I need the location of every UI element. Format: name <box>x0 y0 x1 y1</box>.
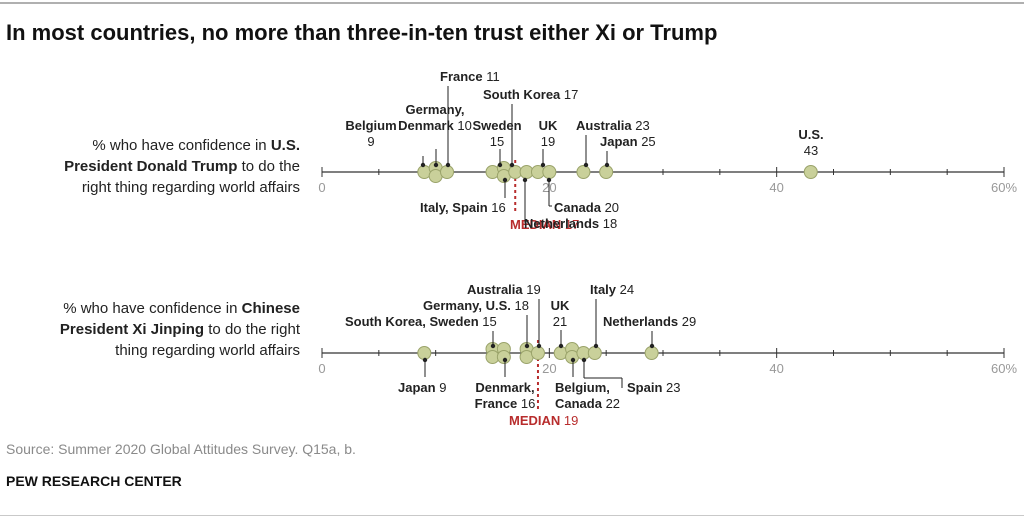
data-point <box>644 346 659 360</box>
data-label: France 16 <box>475 396 536 411</box>
source-note: Source: Summer 2020 Global Attitudes Sur… <box>6 441 356 457</box>
data-label: Belgium, <box>555 380 610 395</box>
data-point <box>530 346 545 360</box>
data-label: Australia 19 <box>467 282 541 297</box>
data-point <box>440 165 455 179</box>
data-label: Italy, Spain 16 <box>420 200 506 215</box>
data-label: Denmark 10 <box>398 118 472 133</box>
x-tick-label: 0 <box>318 180 325 195</box>
leader-tip <box>497 162 503 168</box>
median-label: MEDIAN 19 <box>509 413 578 428</box>
row-label-line: President Xi Jinping to do the right <box>59 321 300 338</box>
leader-tip <box>433 162 439 168</box>
row-label-line: % who have confidence in Chinese <box>63 300 300 317</box>
row-label-trump: % who have confidence in U.S. President … <box>10 135 300 198</box>
data-label: Italy 24 <box>590 282 634 297</box>
x-tick-label: 40 <box>769 361 783 376</box>
top-rule <box>0 2 1024 4</box>
data-value: 9 <box>367 134 374 149</box>
bottom-rule <box>0 515 1024 516</box>
leader-tip <box>558 343 564 349</box>
row-label-xi: % who have confidence in Chinese Preside… <box>10 298 300 361</box>
leader-tip <box>509 162 515 168</box>
chart-title: In most countries, no more than three-in… <box>6 20 718 45</box>
data-value: 21 <box>553 314 567 329</box>
data-value: 43 <box>804 143 818 158</box>
data-label: Canada 20 <box>554 200 619 215</box>
dot-plot: 0 20 40 60% MEDIAN 17 France 11 South Korea 17… <box>318 69 1017 428</box>
x-tick-label: 60% <box>991 361 1017 376</box>
data-point <box>576 165 591 179</box>
row-label-line: thing regarding world affairs <box>115 342 300 359</box>
data-label: Germany, U.S. 18 <box>423 298 529 313</box>
data-point <box>587 346 602 360</box>
leader-tip <box>536 343 542 349</box>
data-value: 15 <box>490 134 504 149</box>
leader-tip <box>593 343 599 349</box>
median-label: MEDIAN 17 <box>510 217 579 232</box>
x-tick-label: 0 <box>318 361 325 376</box>
leader-tip <box>422 357 428 363</box>
data-label: Denmark, <box>475 380 534 395</box>
org-name: PEW RESEARCH CENTER <box>6 473 182 489</box>
row-label-line: % who have confidence in U.S. <box>92 137 300 154</box>
data-label: Netherlands 18 <box>524 216 617 231</box>
data-point <box>599 165 614 179</box>
data-label: Germany, <box>405 102 464 117</box>
leader-tip <box>502 177 508 183</box>
leader-tip <box>583 162 589 168</box>
leader-tip <box>546 177 552 183</box>
data-point <box>803 165 818 179</box>
leader-tip <box>445 162 451 168</box>
x-tick-label: 40 <box>769 180 783 195</box>
x-tick-label: 20 <box>542 361 556 376</box>
x-tick-label: 60% <box>991 180 1017 195</box>
leader-tip <box>649 343 655 349</box>
data-label: U.S. <box>798 127 823 142</box>
data-label: Australia 23 <box>576 118 650 133</box>
data-label: UK <box>551 298 570 313</box>
data-label: France 11 <box>440 69 500 84</box>
leader-tip <box>581 357 587 363</box>
leader-tip <box>524 343 530 349</box>
leader-tip <box>604 162 610 168</box>
data-point <box>542 165 557 179</box>
data-label: Japan 9 <box>398 380 446 395</box>
data-label: Netherlands 29 <box>603 314 696 329</box>
data-label: UK <box>539 118 558 133</box>
data-value: 19 <box>541 134 555 149</box>
data-label: Belgium <box>345 118 396 133</box>
leader-tip <box>540 162 546 168</box>
row-label-line: President Donald Trump to do the <box>64 158 300 175</box>
leader-tip <box>420 162 426 168</box>
data-label: South Korea, Sweden 15 <box>345 314 497 329</box>
data-label: South Korea 17 <box>483 87 578 102</box>
data-label: Sweden <box>472 118 521 133</box>
leader-tip <box>502 357 508 363</box>
data-label: Canada 22 <box>555 396 620 411</box>
data-point <box>417 346 432 360</box>
leader-tip <box>570 357 576 363</box>
leader-tip <box>522 177 528 183</box>
data-label: Spain 23 <box>627 380 680 395</box>
leader-tip <box>490 343 496 349</box>
data-label: Japan 25 <box>600 134 656 149</box>
row-label-line: right thing regarding world affairs <box>81 179 300 196</box>
